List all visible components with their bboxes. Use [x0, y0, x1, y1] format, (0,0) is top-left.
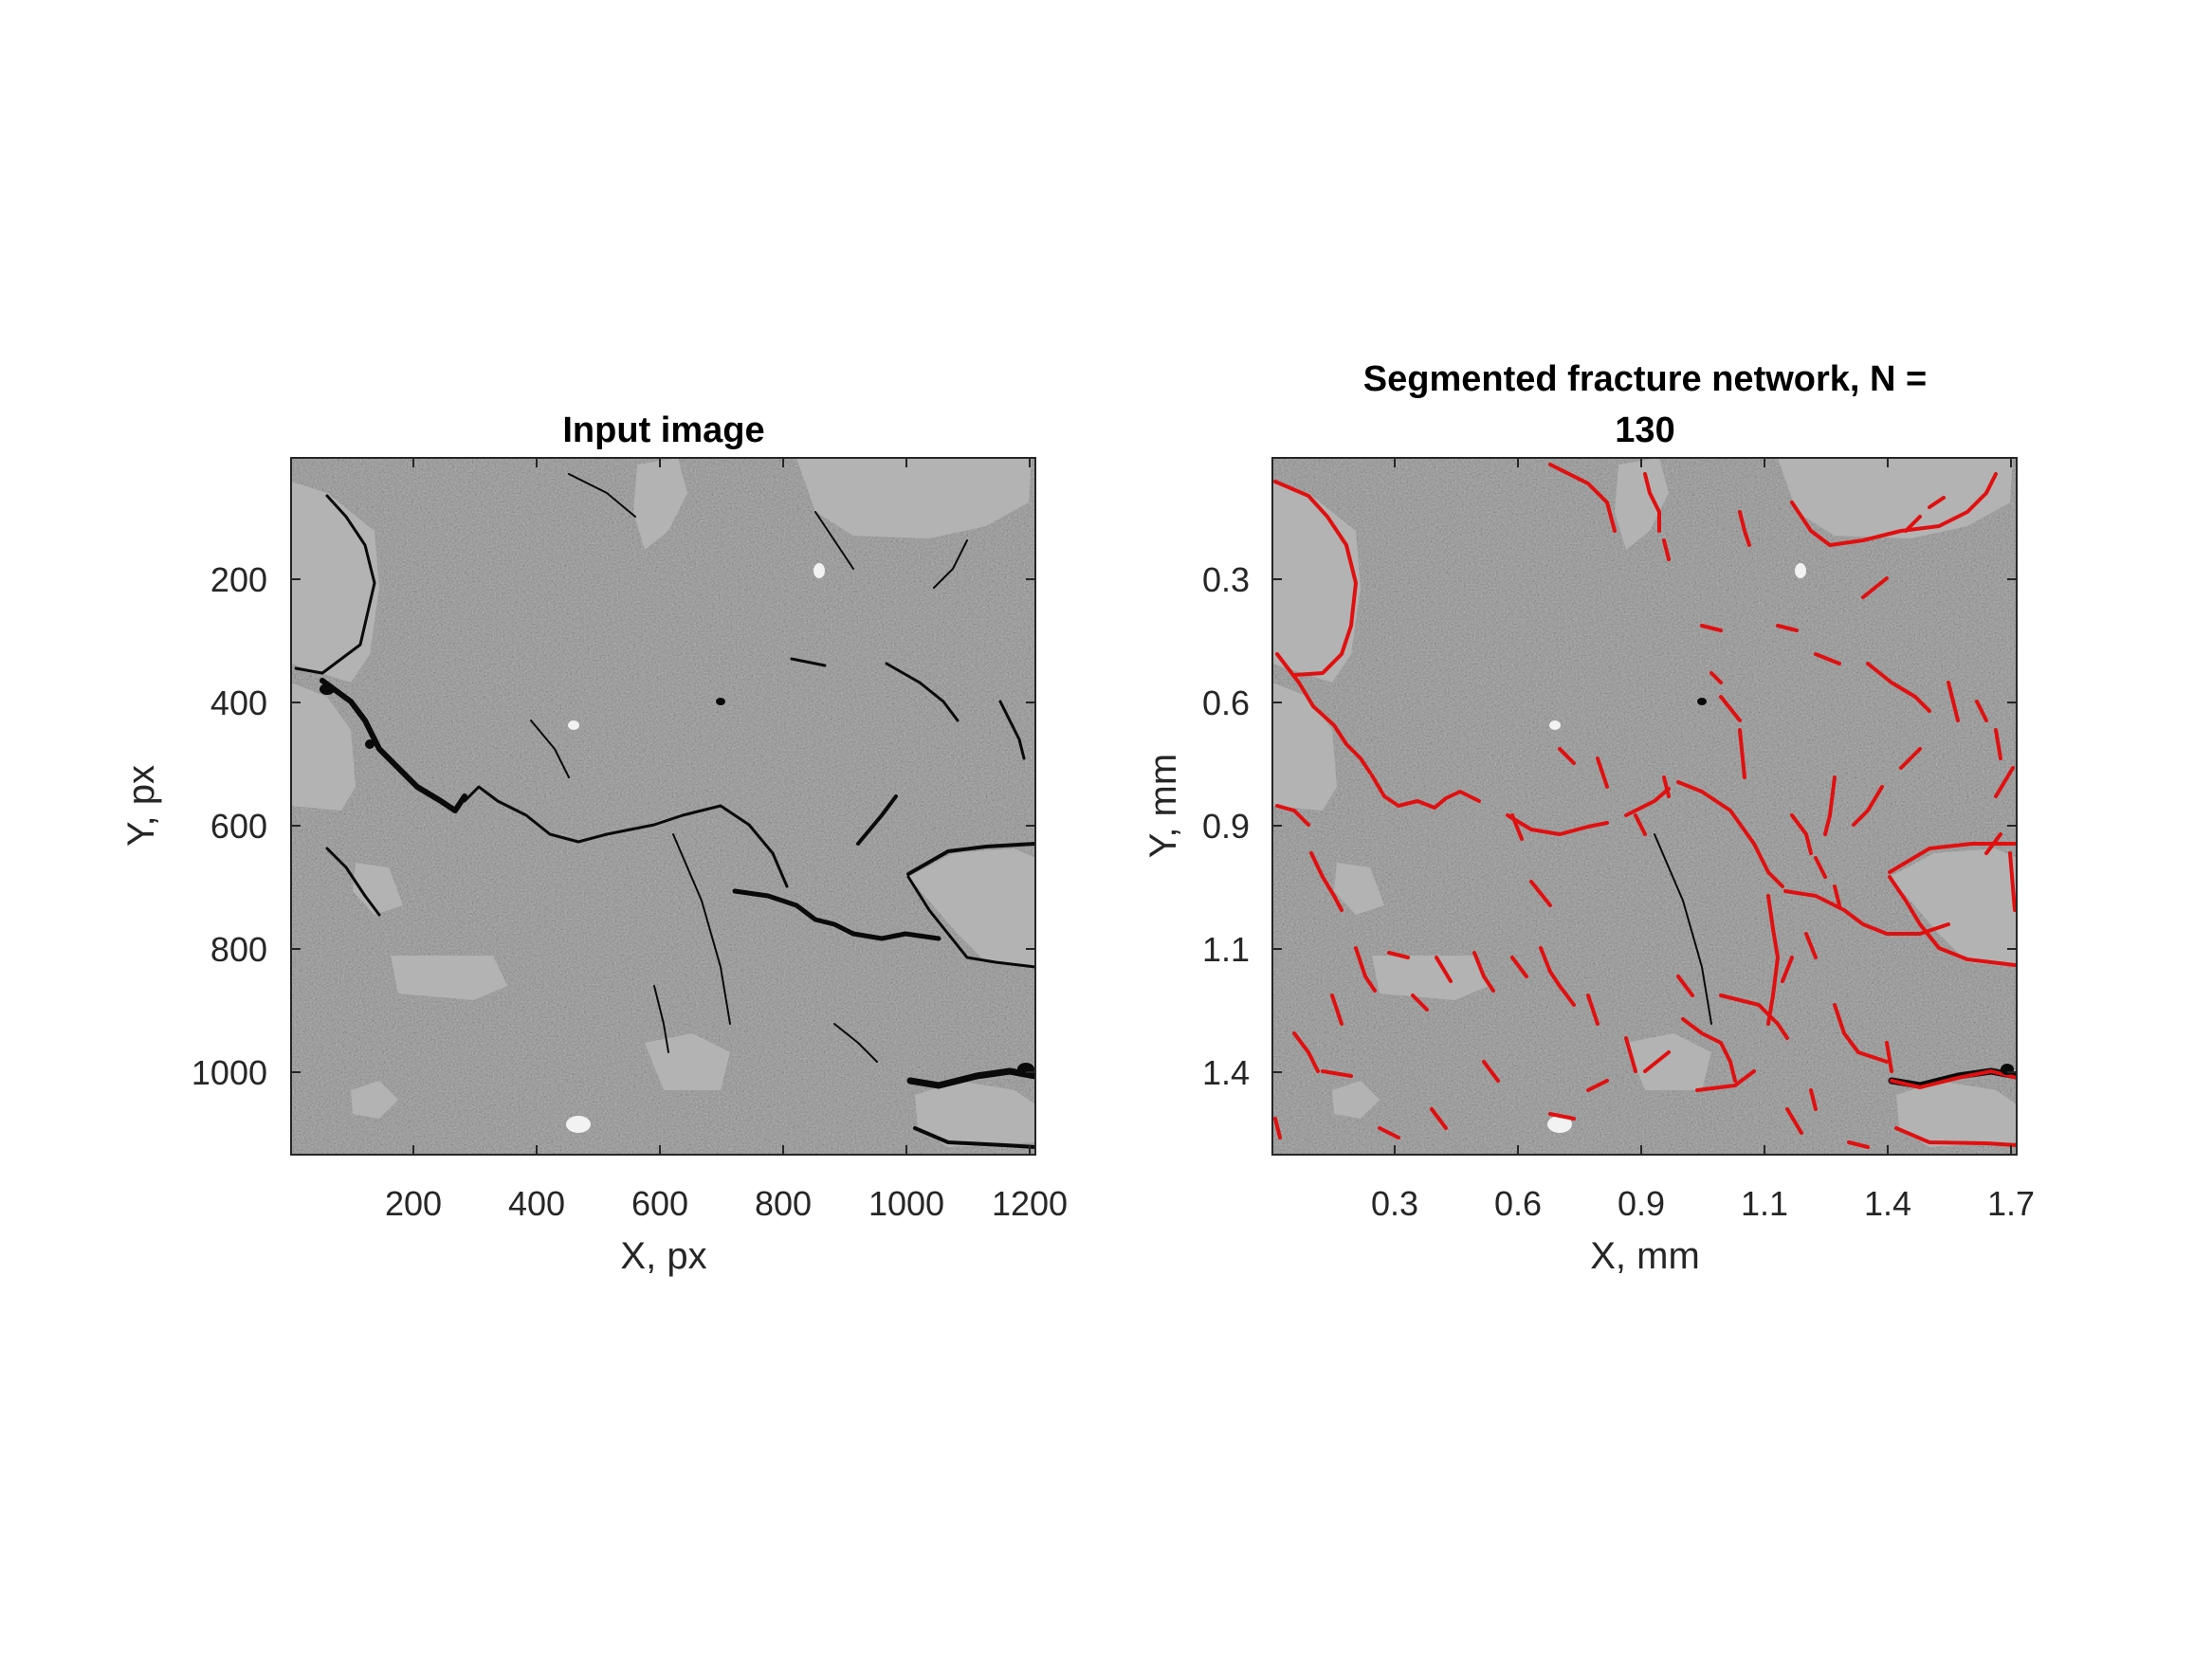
panel-title-segmented-line-2: 130: [1615, 410, 1674, 450]
segmented-network-panel: Segmented fracture network, N = 130: [1143, 359, 2035, 1277]
y-axis-label-segmented: Y, mm: [1143, 754, 1184, 858]
x-tick-label: 1.1: [1741, 1184, 1788, 1223]
x-tick-label: 400: [508, 1184, 565, 1223]
panel-title-input: Input image: [562, 410, 764, 450]
x-tick-label: 200: [385, 1184, 442, 1223]
x-tick-label: 1000: [868, 1184, 944, 1223]
x-tick-label: 600: [631, 1184, 688, 1223]
y-tick-label: 400: [210, 684, 267, 722]
x-axis-label-segmented: X, mm: [1590, 1235, 1700, 1277]
y-tick-label: 600: [210, 807, 267, 846]
x-tick-label: 0.6: [1494, 1184, 1542, 1223]
x-tick-label: 1.4: [1864, 1184, 1911, 1223]
x-tick-label: 0.9: [1618, 1184, 1665, 1223]
y-tick-label: 200: [210, 560, 267, 599]
x-tick-label: 0.3: [1371, 1184, 1418, 1223]
y-ticks-segmented: [1272, 578, 2017, 1073]
y-ticks-input: [291, 578, 1035, 1073]
y-tick-label: 1.4: [1202, 1053, 1250, 1092]
micrograph-image-segmented: [1272, 458, 2017, 1155]
y-tick-label: 1000: [192, 1053, 267, 1092]
x-ticks-segmented: [1394, 458, 2012, 1155]
axes-box-input: [290, 457, 1036, 1156]
y-tick-label: 1.1: [1202, 930, 1250, 969]
x-tick-label: 1200: [992, 1184, 1068, 1223]
input-image-panel: Input image: [120, 410, 1068, 1277]
x-tick-label: 800: [755, 1184, 812, 1223]
y-tick-label: 0.6: [1202, 684, 1250, 722]
y-tick-label: 0.9: [1202, 807, 1250, 846]
y-tick-label: 800: [210, 930, 267, 969]
y-axis-label-input: Y, px: [120, 765, 162, 847]
segmented-fracture-overlay: [1273, 463, 2017, 1149]
x-axis-label-input: X, px: [620, 1235, 706, 1277]
axes-box-segmented: [1271, 457, 2018, 1156]
micrograph-image-input: [291, 458, 1035, 1155]
x-tick-label: 1.7: [1987, 1184, 2035, 1223]
x-ticks-input: [412, 458, 1031, 1155]
panel-title-segmented-line-1: Segmented fracture network, N =: [1363, 359, 1927, 399]
y-tick-label: 0.3: [1202, 560, 1250, 599]
